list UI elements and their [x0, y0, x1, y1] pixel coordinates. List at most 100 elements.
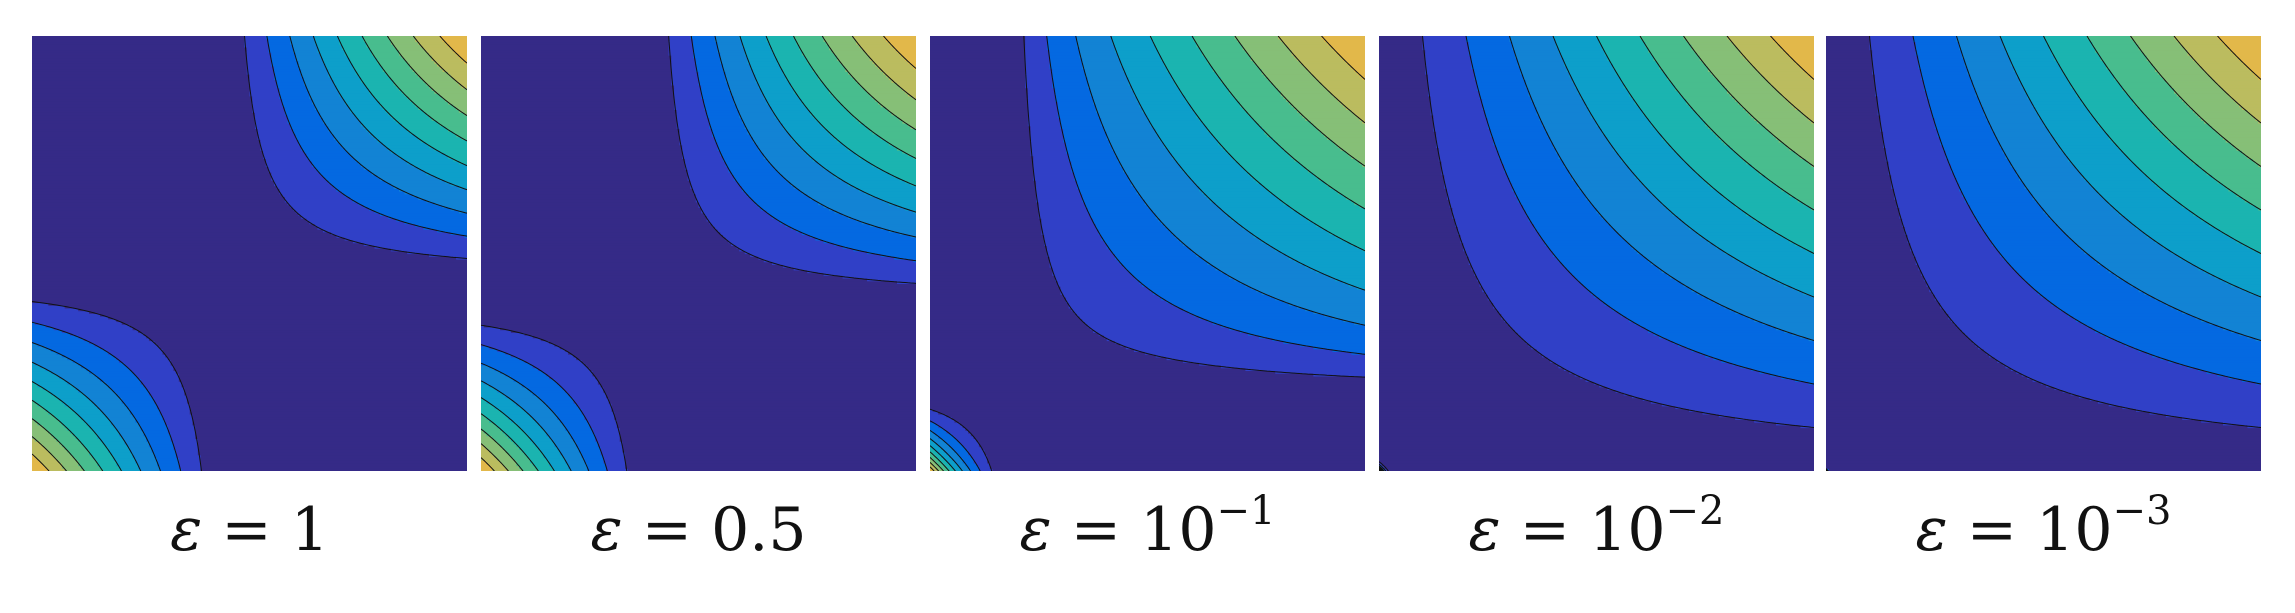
contour-band-cell	[809, 234, 912, 238]
contour-band-cell	[1656, 128, 1712, 132]
contour-band-cell	[720, 55, 749, 59]
contour-band-cell	[597, 441, 623, 445]
contour-band-cell	[1826, 362, 2004, 366]
contour-band-cell	[1253, 177, 1320, 181]
contour-band-cell	[1826, 324, 1958, 328]
contour-band-cell	[1229, 90, 1282, 94]
contour-band-cell	[527, 454, 545, 459]
contour-band-cell	[1778, 44, 1814, 48]
contour-band-cell	[505, 465, 520, 469]
contour-band-cell	[1239, 101, 1290, 105]
contour-band-cell	[184, 386, 467, 391]
contour-band-cell	[303, 79, 335, 83]
contour-band-cell	[447, 44, 467, 48]
contour-band-cell	[140, 378, 180, 382]
contour-band-cell	[1027, 112, 1059, 116]
contour-band-cell	[769, 41, 797, 45]
contour-band-cell	[725, 76, 757, 81]
contour-band-cell	[246, 60, 272, 64]
contour-band-cell	[1468, 49, 1516, 53]
contour-band-cell	[1117, 52, 1159, 56]
contour-band-cell	[1291, 49, 1336, 53]
contour-band-cell	[1688, 226, 1769, 230]
contour-band-cell	[1536, 229, 1617, 233]
contour-band-cell	[2038, 201, 2110, 206]
contour-band-cell	[834, 174, 895, 178]
contour-band-cell	[712, 223, 787, 227]
contour-band-cell	[32, 231, 332, 236]
contour-band-cell	[89, 340, 155, 344]
contour-band-cell	[32, 250, 408, 255]
contour-band-cell	[2095, 188, 2164, 192]
contour-band-cell	[439, 150, 467, 154]
contour-band-cell	[616, 424, 916, 429]
contour-band-cell	[1915, 256, 2004, 260]
contour-band-cell	[742, 188, 800, 192]
contour-band-cell	[306, 155, 354, 159]
contour-band-cell	[930, 375, 1365, 380]
contour-band-cell	[938, 411, 1365, 415]
contour-band-cell	[1430, 98, 1483, 102]
contour-band-cell	[1335, 188, 1365, 192]
contour-band-cell	[1934, 297, 2047, 301]
contour-band-cell	[32, 451, 52, 456]
contour-band-cell	[1329, 231, 1365, 236]
contour-band-cell	[102, 468, 123, 471]
contour-band-cell	[32, 101, 253, 105]
contour-band-cell	[2222, 41, 2261, 45]
contour-band-cell	[481, 430, 485, 434]
contour-band-cell	[1136, 98, 1187, 102]
contour-band-cell	[1379, 351, 1541, 355]
contour-band-cell	[494, 386, 528, 391]
contour-band-cell	[2081, 98, 2134, 102]
contour-band-cell	[1913, 253, 2001, 257]
contour-band-cell	[1826, 242, 1911, 246]
contour-band-cell	[426, 82, 460, 86]
contour-band-cell	[481, 71, 672, 75]
contour-band-cell	[99, 465, 120, 469]
contour-band-cell	[1775, 231, 1814, 236]
contour-band-cell	[1896, 201, 1968, 206]
contour-band-cell	[1669, 79, 1720, 83]
contour-band-cell	[1826, 133, 1884, 138]
contour-band-cell	[347, 55, 376, 59]
contour-band-cell	[1250, 57, 1298, 62]
contour-band-cell	[684, 166, 730, 170]
contour-band-cell	[390, 114, 430, 119]
contour-band-cell	[1961, 190, 2031, 195]
contour-band-cell	[902, 87, 916, 91]
contour-band-cell	[1904, 231, 1987, 236]
contour-band-cell	[622, 446, 916, 450]
contour-band-cell	[157, 405, 191, 410]
contour-band-cell	[1826, 201, 1898, 206]
contour-band-cell	[407, 161, 460, 165]
contour-band-cell	[1544, 125, 1600, 130]
contour-band-cell	[940, 446, 953, 450]
contour-band-cell	[407, 128, 449, 132]
contour-band-cell	[360, 79, 395, 83]
contour-band-cell	[1751, 367, 1814, 372]
contour-band-cell	[978, 443, 1365, 448]
contour-band-cell	[1174, 158, 1236, 162]
contour-band-cell	[2054, 139, 2113, 143]
contour-band-cell	[325, 63, 354, 67]
contour-band-cell	[456, 133, 467, 138]
contour-band-cell	[758, 147, 803, 151]
contour-band-cell	[1826, 103, 1879, 108]
contour-band-cell	[32, 193, 283, 198]
contour-band-cell	[1239, 329, 1365, 333]
contour-band-cell	[930, 144, 1032, 149]
contour-band-cell	[1379, 84, 1429, 89]
contour-band-cell	[32, 71, 248, 75]
contour-band-cell	[1379, 427, 1814, 431]
contour-band-cell	[2032, 193, 2102, 198]
contour-band-cell	[2187, 155, 2248, 159]
contour-band-cell	[559, 449, 580, 453]
contour-band-cell	[693, 44, 719, 48]
contour-band-cell	[132, 413, 164, 418]
contour-band-cell	[396, 120, 438, 124]
contour-band-cell	[481, 256, 759, 260]
contour-band-cell	[162, 348, 467, 352]
contour-band-cell	[189, 411, 467, 415]
